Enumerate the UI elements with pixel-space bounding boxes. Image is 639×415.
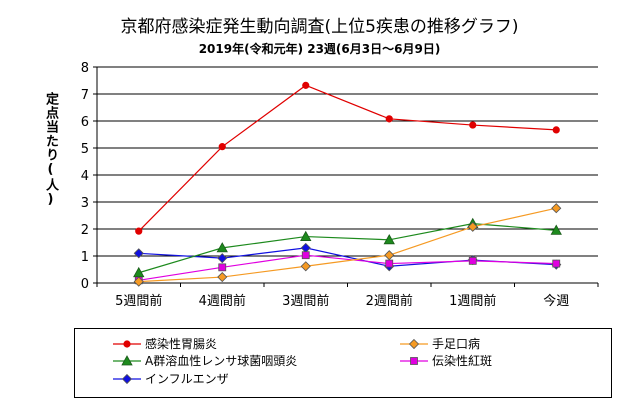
series-line (138, 254, 557, 281)
data-point (218, 143, 226, 151)
data-point (469, 121, 477, 129)
legend-label: 手足口病 (432, 337, 481, 351)
data-point (217, 271, 228, 283)
legend-label: 感染性胃腸炎 (145, 337, 218, 351)
data-point (552, 126, 560, 134)
legend-marker (410, 357, 418, 365)
x-tick-label: 3週間前 (282, 293, 329, 309)
legend-marker (123, 340, 131, 348)
legend-swatch (400, 357, 428, 365)
chart-subtitle: 2019年(令和元年) 23週(6月3日～6月9日) (198, 42, 441, 56)
y-tick-label: 3 (81, 196, 89, 211)
y-tick-label: 8 (81, 61, 89, 76)
data-point (133, 248, 144, 259)
data-point (301, 251, 310, 260)
data-point (551, 203, 562, 214)
data-point (300, 261, 311, 272)
x-tick-label: 5週間前 (115, 293, 162, 309)
data-point (552, 259, 561, 268)
legend-label: A群溶血性レンサ球菌咽頭炎 (145, 354, 298, 368)
x-tick-label: 2週間前 (366, 293, 413, 309)
data-point (468, 256, 477, 265)
series-line (138, 207, 557, 283)
y-axis-label: 定点当たり(人) (43, 92, 58, 208)
y-tick-label: 0 (81, 277, 89, 292)
series-line (138, 247, 557, 267)
data-point (550, 224, 562, 235)
legend-swatch (113, 373, 141, 385)
legend-label: 伝染性紅斑 (432, 354, 493, 368)
legend-marker (121, 355, 133, 366)
x-tick-label: 1週間前 (449, 293, 496, 309)
data-point (385, 259, 394, 268)
y-tick-label: 6 (81, 115, 89, 130)
series-line (138, 84, 557, 232)
data-point (135, 227, 143, 235)
data-point (302, 81, 310, 89)
data-point (384, 250, 395, 261)
series-line (138, 222, 557, 274)
data-point (133, 276, 144, 287)
legend-marker (121, 373, 133, 385)
series-group (135, 81, 560, 235)
y-tick-label: 2 (81, 223, 89, 238)
data-point (217, 253, 228, 264)
x-tick-label: 今週 (543, 293, 569, 309)
series-group (133, 203, 562, 287)
y-tick-label: 1 (81, 250, 89, 265)
line-chart: 0 1 2 3 4 5 6 7 8 5週間前 4週間前 3週間前 2週間前 1週間前 今週 (81, 61, 599, 309)
data-point (467, 221, 478, 232)
legend-swatch (400, 338, 428, 350)
legend-swatch (113, 340, 141, 348)
y-tick-label: 7 (81, 88, 89, 103)
legend-swatch (113, 355, 141, 366)
legend: 感染性胃腸炎 手足口病 A群溶血性レンサ球菌咽頭炎 伝染性紅斑インフルエンザ (74, 328, 612, 398)
data-point (216, 242, 228, 253)
legend-marker (408, 338, 420, 350)
x-tick-label: 4週間前 (199, 293, 246, 309)
y-tick-label: 5 (81, 142, 89, 157)
chart-title: 京都府感染症発生動向調査(上位5疾患の推移グラフ) (120, 17, 519, 37)
data-point (218, 263, 227, 272)
legend-label: インフルエンザ (145, 372, 229, 386)
data-point (383, 233, 395, 245)
series-group (133, 217, 562, 278)
y-tick-label: 4 (81, 169, 89, 184)
data-point (300, 242, 311, 253)
series-group (133, 242, 562, 272)
data-point (300, 230, 312, 241)
data-point (385, 115, 393, 123)
